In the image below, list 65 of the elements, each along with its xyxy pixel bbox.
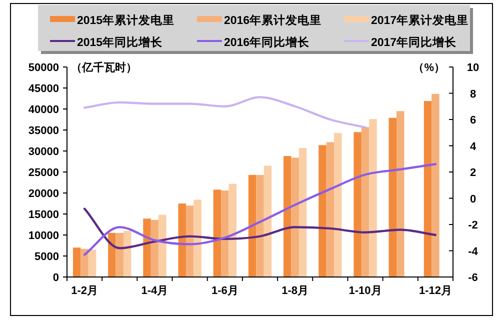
bar [72, 248, 81, 277]
bar [264, 166, 272, 277]
bar [158, 214, 166, 277]
bar [318, 145, 326, 277]
y-axis-title: （亿千瓦时） [71, 61, 137, 74]
legend-label: 2015年同比增长 [77, 35, 164, 49]
y2-tick-label: 10 [466, 62, 480, 74]
y-tick-label: 10000 [28, 230, 59, 242]
y-tick-label: 45000 [28, 83, 59, 95]
bar [369, 119, 377, 277]
bar [80, 248, 88, 277]
bar [221, 190, 229, 277]
legend-label: 2016年同比增长 [224, 35, 311, 49]
x-tick-label: 1-12月 [418, 285, 452, 297]
bar [326, 142, 334, 277]
y2-tick-label: 2 [470, 167, 476, 179]
y-tick-label: 40000 [28, 104, 59, 116]
legend-label: 2017年累计发电里 [371, 13, 469, 27]
y2-tick-label: -6 [468, 272, 478, 284]
bar [228, 184, 236, 277]
y-tick-label: 20000 [28, 188, 59, 200]
bar [354, 132, 362, 277]
bar [108, 232, 116, 277]
legend-label: 2015年累计发电里 [77, 13, 175, 27]
y2-tick-label: -2 [468, 220, 478, 232]
y-tick-label: 35000 [28, 125, 59, 137]
bar [213, 190, 222, 277]
y-tick-label: 0 [52, 272, 59, 284]
x-tick-label: 1-2月 [71, 285, 98, 297]
x-tick-label: 1-8月 [282, 285, 309, 297]
y-tick-label: 5000 [34, 251, 59, 263]
x-tick-label: 1-6月 [211, 285, 238, 297]
bar [186, 206, 194, 277]
bar [123, 230, 132, 277]
y2-tick-label: 6 [470, 114, 476, 126]
y2-tick-label: 0 [470, 193, 476, 206]
bar [150, 220, 159, 277]
x-tick-label: 1-10月 [348, 285, 382, 297]
y-tick-label: 50000 [28, 62, 59, 74]
bar [284, 156, 292, 277]
y-tick-label: 15000 [28, 209, 59, 221]
x-tick-label: 1-4月 [141, 285, 168, 297]
y2-tick-label: -4 [468, 246, 479, 258]
y2-tick-label: 8 [470, 88, 476, 100]
bar [298, 148, 307, 277]
bar [116, 232, 124, 277]
bar [334, 132, 342, 277]
bar [291, 158, 299, 277]
y-tick-label: 30000 [28, 146, 59, 158]
bar [424, 101, 432, 277]
bar [178, 204, 186, 277]
bar [248, 174, 256, 277]
bar [194, 200, 202, 277]
bar [256, 174, 264, 277]
legend-label: 2016年累计发电里 [224, 13, 322, 27]
bar [361, 127, 370, 277]
y2-axis-title: （%） [413, 62, 445, 74]
bar [396, 111, 404, 277]
y2-tick-label: 4 [470, 140, 477, 153]
bar [88, 250, 96, 277]
bar [143, 218, 151, 277]
bar [432, 94, 440, 277]
legend-label: 2017年同比增长 [371, 35, 458, 49]
y-tick-label: 25000 [28, 167, 59, 179]
bar [388, 118, 397, 277]
